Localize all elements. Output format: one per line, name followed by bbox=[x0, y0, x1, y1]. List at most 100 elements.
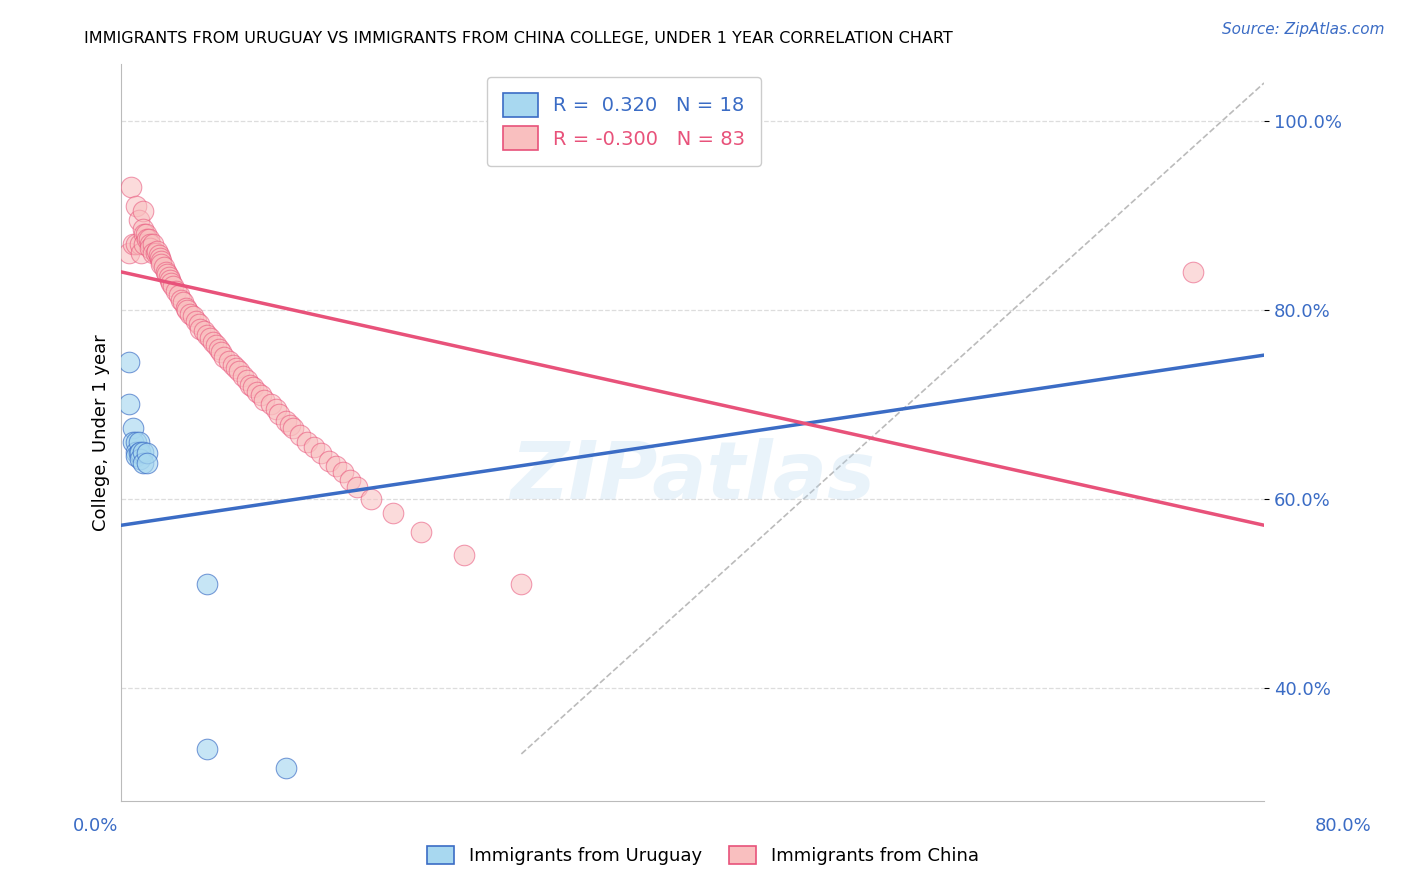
Point bbox=[214, 350, 236, 364]
Point bbox=[232, 368, 254, 383]
Text: IMMIGRANTS FROM URUGUAY VS IMMIGRANTS FROM CHINA COLLEGE, UNDER 1 YEAR CORRELATI: IMMIGRANTS FROM URUGUAY VS IMMIGRANTS FR… bbox=[84, 31, 953, 46]
Y-axis label: College, Under 1 year: College, Under 1 year bbox=[93, 334, 110, 531]
Point bbox=[142, 246, 165, 260]
Text: 80.0%: 80.0% bbox=[1315, 817, 1371, 835]
Point bbox=[381, 506, 404, 520]
Point bbox=[136, 232, 159, 246]
Point bbox=[184, 314, 207, 328]
Point bbox=[209, 345, 232, 359]
Point bbox=[117, 397, 139, 411]
Point bbox=[187, 317, 209, 331]
Point bbox=[281, 421, 304, 435]
Point bbox=[132, 222, 155, 236]
Point bbox=[125, 444, 148, 458]
Point bbox=[278, 418, 301, 433]
Point bbox=[159, 272, 181, 286]
Point bbox=[150, 253, 173, 268]
Point bbox=[222, 358, 245, 372]
Point bbox=[195, 742, 218, 756]
Point bbox=[149, 251, 172, 265]
Point bbox=[260, 397, 283, 411]
Point bbox=[228, 364, 250, 378]
Point bbox=[174, 301, 197, 315]
Point bbox=[204, 337, 226, 351]
Point bbox=[150, 257, 173, 271]
Point bbox=[125, 435, 148, 450]
Point bbox=[146, 244, 169, 259]
Point bbox=[218, 353, 240, 368]
Point bbox=[125, 199, 148, 213]
Point bbox=[295, 435, 318, 450]
Point bbox=[172, 295, 194, 310]
Point bbox=[125, 236, 148, 251]
Text: Source: ZipAtlas.com: Source: ZipAtlas.com bbox=[1222, 22, 1385, 37]
Point bbox=[129, 236, 152, 251]
Text: 0.0%: 0.0% bbox=[73, 817, 118, 835]
Point bbox=[134, 227, 156, 242]
Point bbox=[195, 328, 218, 343]
Point bbox=[207, 343, 229, 357]
Point bbox=[131, 246, 153, 260]
Point bbox=[129, 452, 152, 467]
Point bbox=[138, 232, 160, 246]
Point bbox=[129, 444, 152, 458]
Point bbox=[155, 265, 177, 279]
Point bbox=[246, 384, 269, 399]
Point bbox=[156, 267, 179, 281]
Point bbox=[360, 491, 382, 506]
Point bbox=[188, 321, 211, 335]
Point bbox=[167, 287, 190, 301]
Legend: R =  0.320   N = 18, R = -0.300   N = 83: R = 0.320 N = 18, R = -0.300 N = 83 bbox=[488, 78, 761, 166]
Point bbox=[120, 180, 142, 194]
Point bbox=[236, 373, 259, 387]
Point bbox=[195, 577, 218, 591]
Point bbox=[136, 456, 159, 470]
Point bbox=[274, 414, 297, 428]
Point bbox=[225, 361, 247, 376]
Point bbox=[325, 458, 347, 473]
Point bbox=[250, 388, 273, 402]
Point bbox=[304, 440, 326, 454]
Point bbox=[122, 435, 145, 450]
Point bbox=[176, 302, 198, 317]
Point bbox=[117, 246, 139, 260]
Point bbox=[132, 444, 155, 458]
Point bbox=[253, 392, 276, 407]
Point bbox=[122, 421, 145, 435]
Point bbox=[288, 427, 311, 442]
Point bbox=[125, 449, 148, 463]
Point bbox=[136, 446, 159, 460]
Point bbox=[128, 446, 150, 460]
Point bbox=[145, 246, 167, 260]
Text: ZIPatlas: ZIPatlas bbox=[510, 438, 876, 516]
Point bbox=[411, 524, 433, 539]
Point bbox=[201, 334, 224, 349]
Point bbox=[346, 480, 368, 494]
Point bbox=[510, 577, 533, 591]
Point bbox=[170, 293, 193, 308]
Point bbox=[264, 402, 287, 417]
Point bbox=[162, 279, 184, 293]
Point bbox=[148, 248, 170, 262]
Point bbox=[274, 761, 297, 775]
Point bbox=[128, 213, 150, 227]
Point bbox=[239, 378, 262, 392]
Point bbox=[242, 380, 264, 394]
Point bbox=[198, 331, 221, 345]
Point bbox=[135, 227, 157, 242]
Point bbox=[134, 236, 156, 251]
Point bbox=[332, 465, 354, 479]
Point bbox=[193, 324, 215, 338]
Point bbox=[157, 269, 180, 284]
Point bbox=[267, 407, 290, 421]
Point bbox=[165, 284, 187, 298]
Point bbox=[142, 236, 165, 251]
Point bbox=[1181, 265, 1204, 279]
Legend: Immigrants from Uruguay, Immigrants from China: Immigrants from Uruguay, Immigrants from… bbox=[420, 838, 986, 872]
Point bbox=[160, 277, 183, 291]
Point bbox=[311, 446, 333, 460]
Point bbox=[139, 241, 162, 255]
Point bbox=[181, 310, 204, 324]
Point bbox=[117, 355, 139, 369]
Point bbox=[179, 307, 201, 321]
